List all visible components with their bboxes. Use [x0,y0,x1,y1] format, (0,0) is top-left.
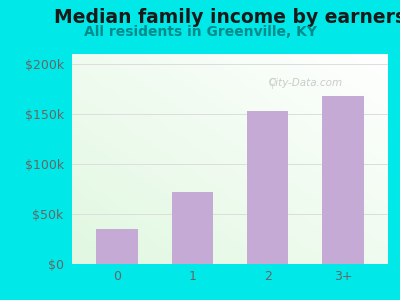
Bar [247,111,288,264]
Text: City-Data.com: City-Data.com [269,78,343,88]
Bar [172,192,213,264]
Bar [322,96,364,264]
Text: All residents in Greenville, KY: All residents in Greenville, KY [84,25,316,38]
Text: ⚲: ⚲ [268,77,277,90]
Title: Median family income by earners: Median family income by earners [54,8,400,27]
Bar [96,229,138,264]
